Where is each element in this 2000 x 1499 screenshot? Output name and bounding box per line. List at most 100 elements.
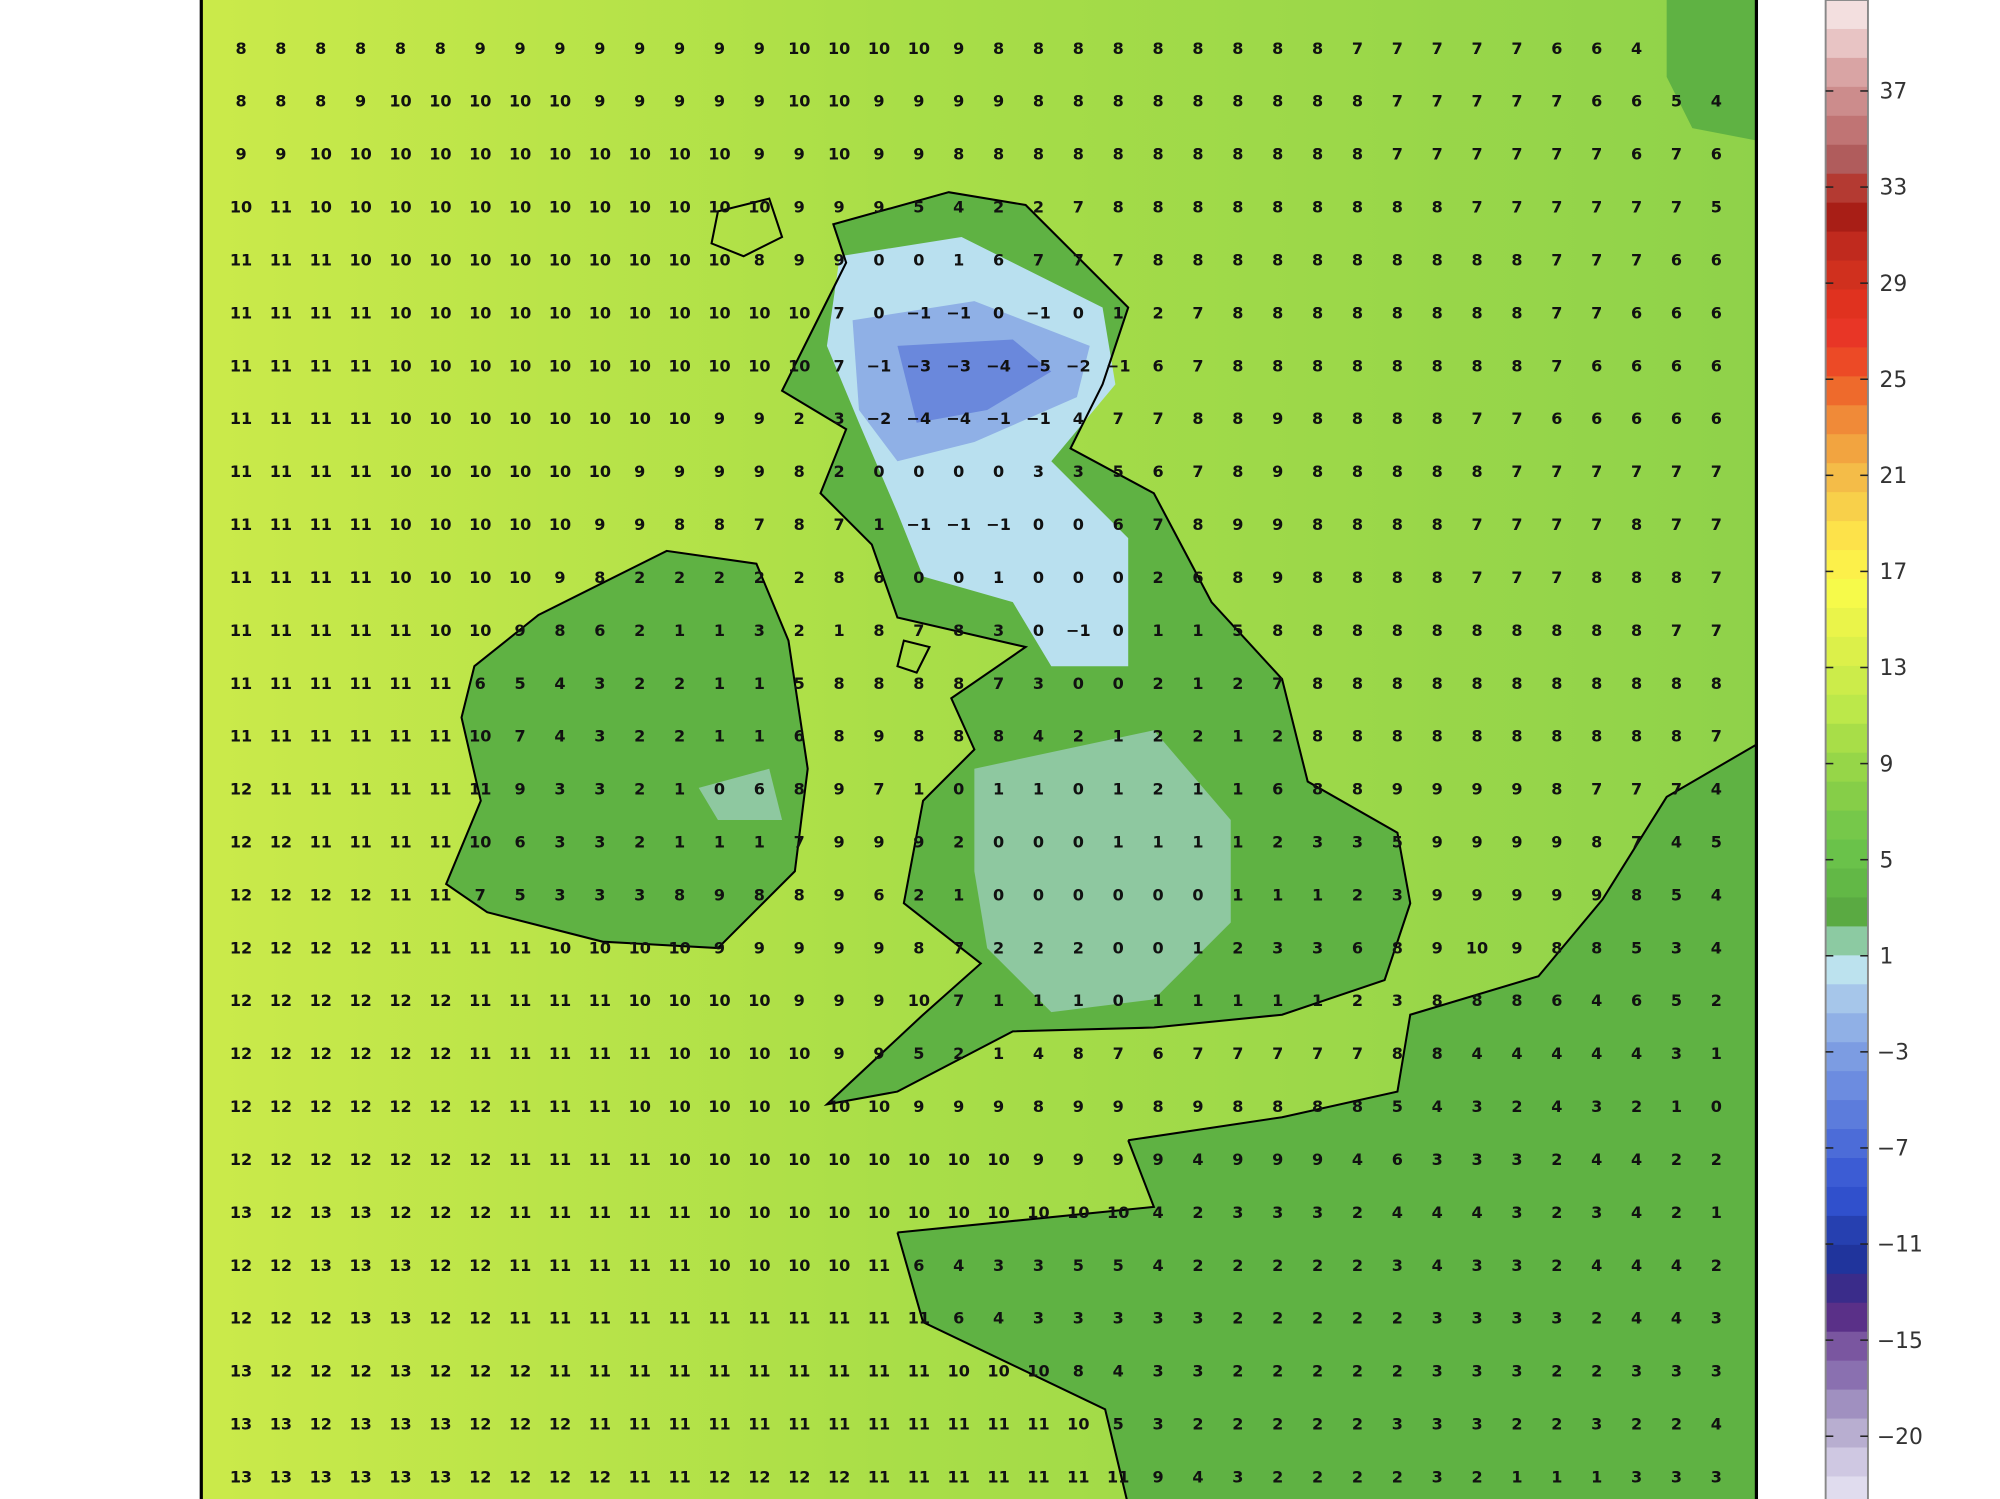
- grid-value: 7: [1711, 727, 1722, 746]
- grid-value: 10: [828, 1203, 850, 1222]
- grid-value: 6: [1352, 938, 1363, 957]
- grid-value: 2: [1312, 1467, 1323, 1486]
- grid-value: 1: [674, 780, 685, 799]
- grid-value: 10: [509, 92, 531, 111]
- grid-value: 0: [1033, 885, 1044, 904]
- grid-value: 11: [469, 991, 491, 1010]
- grid-value: 9: [873, 991, 884, 1010]
- grid-value: 10: [987, 1203, 1009, 1222]
- grid-value: 7: [1631, 780, 1642, 799]
- grid-value: 12: [230, 1150, 252, 1169]
- grid-value: 8: [1312, 621, 1323, 640]
- grid-value: 6: [1711, 356, 1722, 375]
- grid-value: 13: [349, 1415, 371, 1434]
- grid-value: −1: [946, 303, 971, 322]
- grid-value: 7: [1671, 198, 1682, 217]
- grid-value: 0: [1192, 885, 1203, 904]
- grid-value: 3: [1033, 674, 1044, 693]
- grid-value: 11: [589, 1044, 611, 1063]
- grid-value: 9: [754, 409, 765, 428]
- grid-value: 12: [349, 1044, 371, 1063]
- grid-value: 8: [1392, 409, 1403, 428]
- grid-value: 9: [834, 833, 845, 852]
- grid-value: 13: [389, 1256, 411, 1275]
- grid-value: 0: [1711, 1097, 1722, 1116]
- grid-value: 8: [1232, 250, 1243, 269]
- grid-value: 8: [913, 938, 924, 957]
- grid-value: 12: [310, 1150, 332, 1169]
- grid-value: 7: [1711, 621, 1722, 640]
- grid-value: 10: [549, 515, 571, 534]
- grid-value: 8: [1471, 250, 1482, 269]
- grid-value: 11: [310, 356, 332, 375]
- grid-value: 11: [629, 1467, 651, 1486]
- grid-value: 8: [1352, 356, 1363, 375]
- grid-value: 2: [1272, 1467, 1283, 1486]
- grid-value: 5: [1711, 198, 1722, 217]
- grid-value: 1: [1152, 621, 1163, 640]
- grid-value: 5: [1671, 991, 1682, 1010]
- grid-value: 7: [1511, 145, 1522, 164]
- grid-value: 8: [1033, 39, 1044, 58]
- grid-value: 8: [1073, 39, 1084, 58]
- grid-value: 12: [389, 1044, 411, 1063]
- grid-value: 3: [1152, 1362, 1163, 1381]
- colorbar-band: [1825, 1331, 1868, 1362]
- grid-value: 11: [987, 1467, 1009, 1486]
- grid-value: 11: [629, 1203, 651, 1222]
- grid-value: 8: [1551, 621, 1562, 640]
- grid-value: 3: [1392, 1415, 1403, 1434]
- grid-value: 2: [674, 568, 685, 587]
- grid-value: 4: [1711, 885, 1722, 904]
- grid-value: 3: [554, 833, 565, 852]
- grid-value: 12: [270, 938, 292, 957]
- grid-value: 3: [594, 674, 605, 693]
- grid-value: 12: [469, 1256, 491, 1275]
- grid-value: 1: [1152, 991, 1163, 1010]
- grid-value: 11: [230, 727, 252, 746]
- grid-value: 7: [1352, 39, 1363, 58]
- colorbar-band: [1825, 492, 1868, 522]
- grid-value: 6: [1631, 145, 1642, 164]
- grid-value: 7: [1711, 568, 1722, 587]
- grid-value: 8: [794, 515, 805, 534]
- grid-value: 10: [708, 356, 730, 375]
- grid-value: 0: [993, 833, 1004, 852]
- grid-value: 12: [310, 991, 332, 1010]
- grid-value: 7: [1471, 39, 1482, 58]
- grid-value: 1: [1152, 833, 1163, 852]
- grid-value: 11: [469, 780, 491, 799]
- grid-value: 8: [1272, 145, 1283, 164]
- grid-value: 11: [828, 1362, 850, 1381]
- grid-value: −4: [946, 409, 971, 428]
- grid-value: 9: [1511, 885, 1522, 904]
- grid-value: 9: [913, 833, 924, 852]
- grid-value: 9: [594, 39, 605, 58]
- colorbar: 37 33 29 25 21 17 13 9 5 1 −3 −7 −11 −15 −20: [1824, 0, 1923, 1499]
- grid-value: 2: [634, 780, 645, 799]
- grid-value: 12: [230, 833, 252, 852]
- grid-value: 8: [834, 727, 845, 746]
- grid-value: 11: [230, 621, 252, 640]
- grid-value: 6: [1671, 356, 1682, 375]
- grid-value: 8: [355, 39, 366, 58]
- grid-value: 10: [748, 356, 770, 375]
- grid-value: 10: [668, 303, 690, 322]
- grid-value: 8: [594, 568, 605, 587]
- grid-value: 10: [629, 303, 651, 322]
- grid-value: 3: [554, 780, 565, 799]
- grid-value: 2: [1232, 1309, 1243, 1328]
- grid-value: 3: [1312, 938, 1323, 957]
- grid-value: 11: [429, 885, 451, 904]
- grid-value: 7: [1671, 780, 1682, 799]
- grid-value: 7: [1272, 1044, 1283, 1063]
- grid-value: 4: [1551, 1044, 1562, 1063]
- grid-value: 12: [349, 1362, 371, 1381]
- grid-value: −1: [907, 303, 932, 322]
- grid-value: 2: [1073, 727, 1084, 746]
- grid-value: 4: [1591, 1044, 1602, 1063]
- grid-value: 1: [714, 727, 725, 746]
- grid-value: 6: [1192, 568, 1203, 587]
- grid-value: 8: [1232, 303, 1243, 322]
- grid-value: 8: [1432, 515, 1443, 534]
